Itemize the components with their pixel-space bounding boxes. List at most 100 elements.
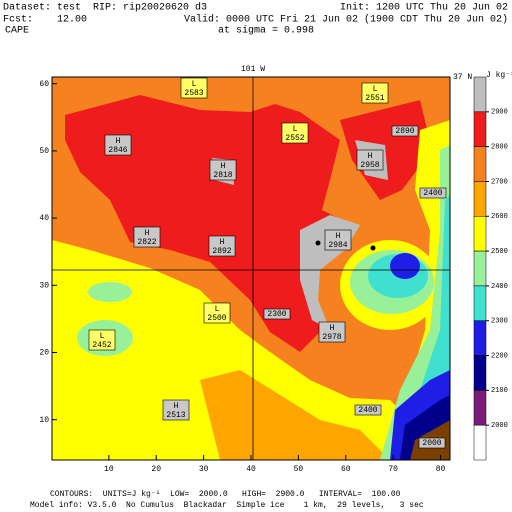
contour-label: 2400 <box>423 189 442 198</box>
colorbar-label: 2000 <box>491 422 508 430</box>
level: at sigma = 0.998 <box>218 25 314 37</box>
contour-box <box>419 187 447 199</box>
extreme-value: 2984 <box>328 241 347 250</box>
extreme-value: 2551 <box>365 94 384 103</box>
x-tick-label: 10 <box>104 465 114 474</box>
field: CAPE <box>5 26 29 37</box>
colorbar-bin <box>473 216 487 252</box>
init: Init: 1200 UTC Thu 20 Jun 02 <box>340 2 508 14</box>
label-box <box>203 302 231 324</box>
colorbar-units: J kg⁻¹ <box>486 71 512 80</box>
x-tick-label: 20 <box>151 465 161 474</box>
contour-box <box>418 437 446 449</box>
x-tick-label: 30 <box>199 465 209 474</box>
extreme-value: 2452 <box>92 341 111 350</box>
label-box <box>361 82 389 104</box>
extreme-type: H <box>221 162 226 171</box>
latitude-label: 37 N <box>453 73 472 82</box>
extreme-type: H <box>336 232 341 241</box>
dataset: Dataset: test RIP: rip20020620 d3 <box>3 2 207 14</box>
colorbar-bin <box>473 424 487 461</box>
label-box <box>318 321 346 343</box>
y-tick-label: 30 <box>39 281 49 290</box>
extreme-value: 2552 <box>285 134 304 143</box>
colorbar-bin <box>473 76 487 113</box>
extreme-type: H <box>220 238 225 247</box>
extreme-value: 2958 <box>360 161 379 170</box>
extreme-value: 2500 <box>207 314 226 323</box>
colorbar-label: 2400 <box>491 283 508 291</box>
colorbar-label: 2300 <box>491 318 508 326</box>
x-tick-label: 70 <box>388 465 398 474</box>
extreme-value: 2513 <box>166 411 185 420</box>
extreme-type: H <box>368 152 373 161</box>
field-fill <box>52 77 450 460</box>
contour-label: 2890 <box>395 127 414 136</box>
x-tick-label: 80 <box>436 465 446 474</box>
colorbar-bin <box>473 181 487 217</box>
colorbar-bin <box>473 285 487 321</box>
extreme-value: 2818 <box>213 171 232 180</box>
label-box <box>162 399 190 421</box>
y-tick-label: 20 <box>39 349 49 358</box>
y-tick-label: 10 <box>39 416 49 425</box>
colorbar-label: 2800 <box>491 143 508 151</box>
extreme-type: L <box>100 332 105 341</box>
label-box <box>88 329 116 351</box>
contour-box <box>391 125 419 137</box>
extreme-type: L <box>192 80 197 89</box>
colorbar-label: 2500 <box>491 248 508 256</box>
extreme-type: H <box>174 402 179 411</box>
colorbar-bin <box>473 390 487 426</box>
y-tick-label: 40 <box>39 214 49 223</box>
contour-box <box>354 404 382 416</box>
extreme-type: H <box>145 229 150 238</box>
extreme-type: H <box>330 324 335 333</box>
footer-contours: CONTOURS: UNITS=J kg⁻¹ LOW= 2000.0 HIGH=… <box>50 490 401 499</box>
label-box <box>104 134 132 156</box>
colorbar-label: 2100 <box>491 387 508 395</box>
contour-box <box>263 308 291 320</box>
extreme-value: 2892 <box>212 247 231 256</box>
contour-label: 2300 <box>267 310 286 319</box>
extreme-type: H <box>116 137 121 146</box>
extreme-value: 2978 <box>322 333 341 342</box>
colorbar-bin <box>473 111 487 147</box>
y-tick-label: 50 <box>39 147 49 156</box>
x-tick-label: 60 <box>341 465 351 474</box>
extreme-type: L <box>293 125 298 134</box>
colorbar-label: 2700 <box>491 178 508 186</box>
label-box <box>209 159 237 181</box>
label-box <box>180 77 208 99</box>
extreme-value: 2583 <box>184 89 203 98</box>
colorbar-bin <box>473 250 487 287</box>
longitude-label: 101 W <box>241 65 265 74</box>
extreme-value: 2822 <box>137 238 156 247</box>
x-tick-label: 40 <box>246 465 256 474</box>
extreme-value: 2846 <box>108 146 127 155</box>
footer-model: Model info: V3.5.0 No Cumulus Blackadar … <box>30 501 424 510</box>
colorbar-bin <box>473 146 487 182</box>
label-box <box>133 226 161 248</box>
colorbar-label: 2900 <box>491 109 508 117</box>
label-box <box>324 229 352 251</box>
x-tick-label: 50 <box>294 465 304 474</box>
colorbar-label: 2200 <box>491 352 508 360</box>
contour-label: 2400 <box>358 406 377 415</box>
valid: Valid: 0000 UTC Fri 21 Jun 02 (1900 CDT … <box>184 14 508 26</box>
y-tick-label: 60 <box>39 80 49 89</box>
